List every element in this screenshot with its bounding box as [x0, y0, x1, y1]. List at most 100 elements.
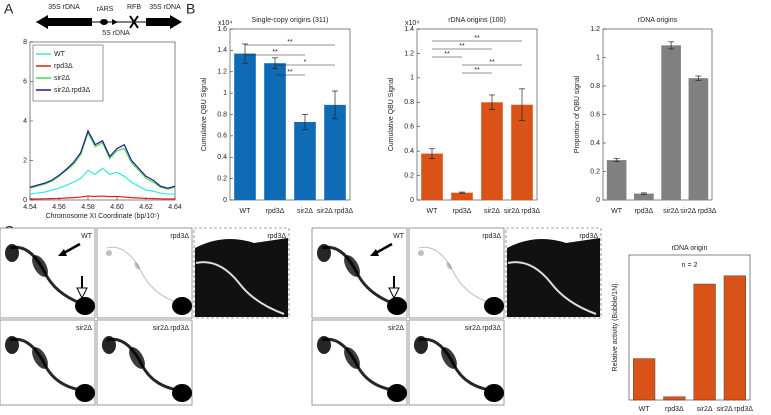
gel-label: WT [393, 233, 405, 240]
gel-spot [441, 347, 457, 369]
legend-label: rpd3Δ [54, 63, 73, 70]
significance-label: ** [287, 69, 293, 76]
bar [324, 104, 346, 200]
y-tick-label: 1 [596, 54, 600, 61]
gel-signal [507, 238, 600, 317]
panel-label: A [4, 1, 14, 17]
y-tick-label: 0.4 [217, 154, 227, 161]
x-tick-label: sir2Δ rpd3Δ [717, 406, 754, 413]
diagram-label: 35S rDNA [48, 4, 80, 11]
gel-spot [102, 336, 116, 354]
rars [100, 19, 108, 25]
y-tick-label: 0 [23, 197, 27, 204]
gel-image [408, 227, 505, 319]
x-tick-label: rpd3Δ [635, 208, 654, 215]
5s-arrow [112, 19, 118, 25]
gel-image [0, 227, 96, 319]
x-tick-label: 4.54 [23, 204, 37, 211]
gel-label: sir2Δ [388, 325, 404, 332]
gel-spot [32, 255, 48, 277]
bar [451, 192, 473, 200]
y-tick-label: 1.4 [217, 47, 227, 54]
y-tick-label: 2 [23, 157, 27, 164]
gel-label: rpd3Δ [267, 233, 286, 240]
y-tick-label: 0.8 [404, 99, 414, 106]
y-tick-label: 1.2 [590, 26, 600, 33]
y-tick-label: 8 [23, 39, 27, 46]
y-tick-label: 0 [596, 197, 600, 204]
x-tick-label: 4.62 [139, 204, 153, 211]
y-tick-label: 1.2 [404, 50, 414, 57]
gel-spot [418, 250, 424, 256]
gel-spot [75, 384, 95, 402]
error-bar [668, 41, 675, 50]
gel-signal [507, 261, 597, 315]
gel-spot [32, 347, 48, 369]
y-tick-label: 0.6 [217, 133, 227, 140]
gel-spot [129, 347, 145, 369]
legend-label: sir2Δ [54, 75, 70, 82]
x-tick-label: sir2Δ [663, 208, 679, 215]
gel-spot [106, 250, 112, 256]
x-tick-label: sir2Δ rpd3Δ [504, 208, 541, 215]
error-bar [272, 57, 278, 69]
y-axis-label: Cumulative QBU Signal [388, 77, 395, 151]
gel-spot [172, 384, 192, 402]
y-tick-label: 0.2 [404, 172, 414, 179]
plot-frame [628, 254, 751, 401]
x-tick-label: 4.64 [168, 204, 182, 211]
y-tick-label: 1.6 [217, 26, 227, 33]
significance-label: ** [489, 59, 495, 66]
y-multiplier: x10⁴ [218, 20, 232, 27]
gel-label: sir2Δ [76, 325, 92, 332]
x-tick-label: sir2Δ [697, 406, 713, 413]
gel-spot [172, 297, 192, 315]
bar [688, 78, 709, 200]
bar [294, 121, 316, 200]
significance-label: ** [444, 51, 450, 58]
gel-spot [344, 347, 360, 369]
gel-spot [414, 336, 428, 354]
gel-arc [106, 246, 178, 304]
arrow-head [370, 249, 379, 256]
y-tick-label: 0.8 [217, 111, 227, 118]
legend-label: WT [54, 51, 66, 58]
panel-label: B [186, 1, 195, 17]
error-bar [640, 192, 647, 195]
y-multiplier: x10⁴ [405, 20, 419, 27]
series-line [29, 129, 176, 189]
x-tick-label: 4.56 [52, 204, 66, 211]
error-bar [519, 88, 525, 121]
x-tick-label: WT [427, 208, 439, 215]
diagram-label: rARS [97, 6, 114, 13]
x-tick-label: rpd3Δ [453, 208, 472, 215]
gel-label: rpd3Δ [579, 233, 598, 240]
rdna-arrow [146, 15, 182, 29]
gel-image [311, 319, 408, 406]
arrow-head [58, 249, 67, 256]
x-tick-label: 4.58 [81, 204, 95, 211]
chart-title: Single-copy origins (311) [252, 17, 329, 24]
x-tick-label: sir2Δ rpd3Δ [317, 208, 354, 215]
series-line [29, 167, 175, 195]
y-tick-label: 1 [410, 75, 414, 82]
gel-spot [75, 297, 95, 315]
annotation: n = 2 [682, 262, 698, 269]
y-tick-label: 0 [223, 197, 227, 204]
error-bar [613, 158, 620, 162]
gel-label: rpd3Δ [482, 233, 501, 240]
rdna-arrow [36, 15, 92, 29]
gel-label: sir2Δ rpd3Δ [153, 325, 190, 332]
diagram-label: RFB [127, 4, 141, 11]
bar [633, 358, 656, 401]
gel-image [96, 319, 193, 406]
gel-label: sir2Δ rpd3Δ [465, 325, 502, 332]
y-tick-label: 0.4 [590, 140, 600, 147]
y-tick-label: 0 [410, 197, 414, 204]
bar [723, 275, 746, 401]
gel-image [0, 319, 96, 406]
chart-title: rDNA origin [672, 245, 708, 252]
y-tick-label: 6 [23, 78, 27, 85]
y-tick-label: 4 [23, 118, 27, 125]
